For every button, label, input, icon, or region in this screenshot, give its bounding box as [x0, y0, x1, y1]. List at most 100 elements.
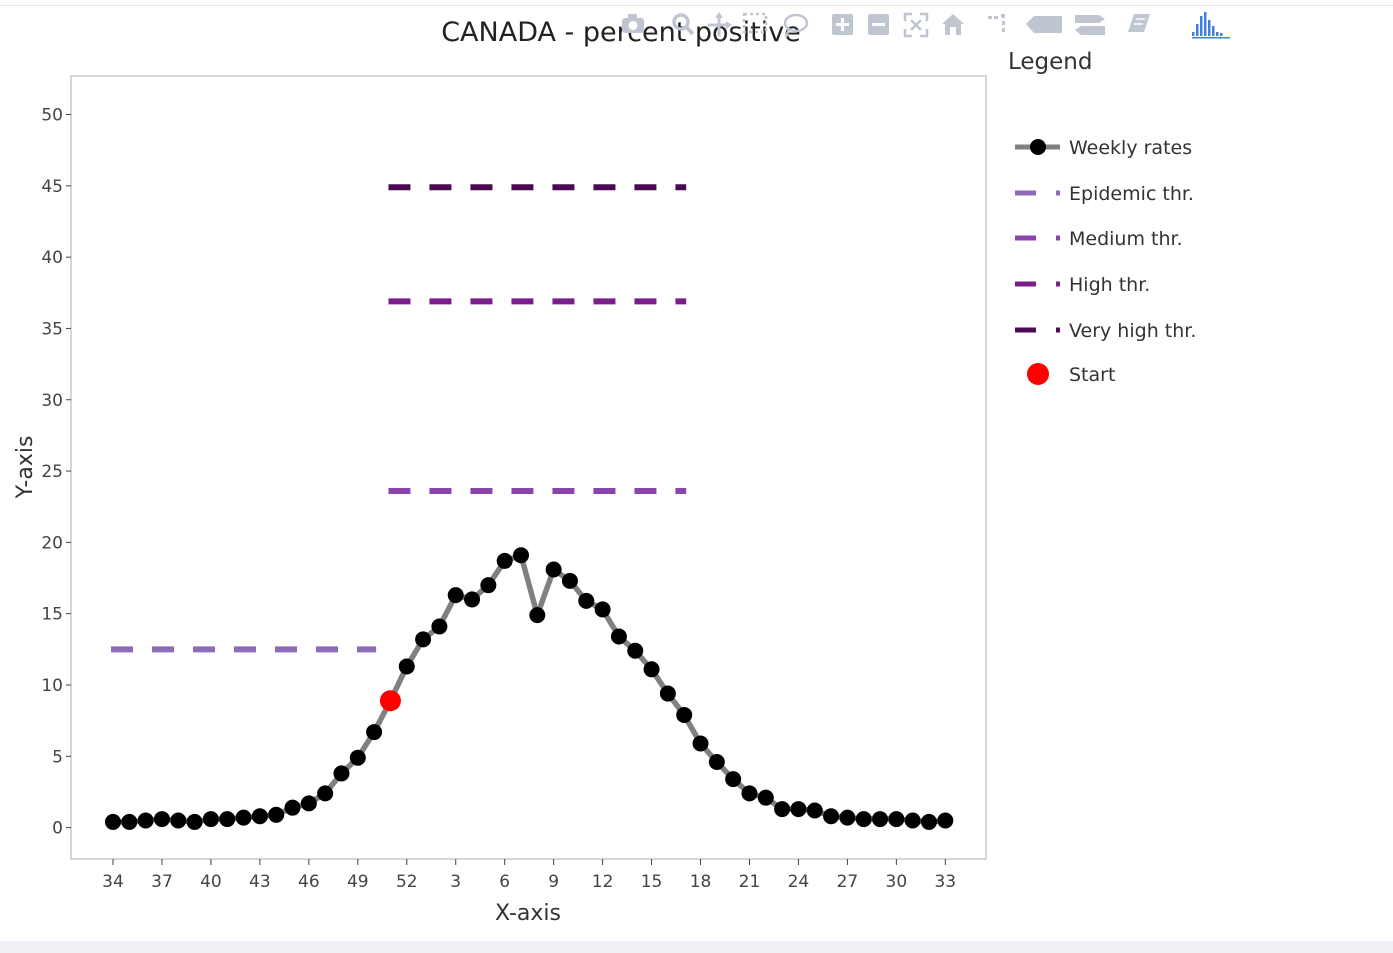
- data-point[interactable]: [464, 591, 481, 608]
- y-tick-label: 15: [41, 605, 63, 625]
- data-point[interactable]: [594, 601, 611, 618]
- data-point[interactable]: [121, 813, 138, 830]
- camera-icon[interactable]: [622, 14, 644, 33]
- top-divider: [0, 5, 1393, 6]
- legend-label: Weekly rates: [1069, 137, 1192, 159]
- data-point[interactable]: [757, 789, 774, 806]
- y-tick-label: 45: [41, 177, 63, 197]
- plotly-logo-icon[interactable]: [1192, 12, 1230, 39]
- data-point[interactable]: [529, 607, 546, 624]
- hover-compare-icon[interactable]: [1075, 15, 1105, 35]
- autoscale-icon[interactable]: [903, 12, 929, 38]
- data-point[interactable]: [643, 661, 660, 678]
- data-point[interactable]: [202, 811, 219, 828]
- data-point[interactable]: [937, 812, 954, 829]
- data-point[interactable]: [431, 618, 448, 635]
- data-point[interactable]: [513, 547, 529, 564]
- x-tick-label: 34: [102, 872, 124, 892]
- data-point[interactable]: [839, 809, 856, 826]
- data-point[interactable]: [888, 811, 905, 828]
- y-tick-label: 25: [41, 462, 63, 482]
- data-point[interactable]: [333, 765, 350, 782]
- legend-item-weekly-rates[interactable]: Weekly rates: [1015, 137, 1192, 159]
- y-axis-title: Y-axis: [13, 436, 38, 500]
- data-point[interactable]: [219, 811, 236, 828]
- legend-swatch-marker: [1027, 363, 1049, 385]
- zoom-icon[interactable]: [672, 13, 695, 36]
- edit-icon[interactable]: [1128, 14, 1150, 32]
- data-point[interactable]: [545, 561, 562, 578]
- y-tick-label: 30: [41, 391, 63, 411]
- data-point[interactable]: [692, 735, 709, 752]
- x-tick-label: 24: [788, 872, 810, 892]
- zoom-out-icon[interactable]: [868, 14, 889, 35]
- data-point[interactable]: [578, 592, 595, 609]
- data-point[interactable]: [676, 706, 693, 723]
- data-point[interactable]: [235, 809, 252, 826]
- pan-icon[interactable]: [708, 12, 732, 36]
- home-icon[interactable]: [942, 14, 964, 35]
- spike-lines-icon[interactable]: [988, 14, 1005, 32]
- legend: Weekly rates Epidemic thr. Medium thr. High…: [1015, 137, 1196, 386]
- data-point[interactable]: [349, 749, 366, 766]
- legend-label: Start: [1069, 364, 1115, 386]
- data-point[interactable]: [170, 812, 187, 829]
- threshold-lines: [111, 184, 687, 653]
- legend-label: Epidemic thr.: [1069, 183, 1194, 205]
- zoom-in-icon[interactable]: [832, 14, 853, 35]
- series-weekly-rates: [105, 547, 954, 830]
- data-point[interactable]: [708, 754, 725, 771]
- data-point[interactable]: [105, 813, 121, 830]
- series-line-weekly-rates: [113, 552, 946, 825]
- data-point[interactable]: [921, 813, 937, 830]
- data-point[interactable]: [904, 812, 921, 829]
- x-axis-title: X-axis: [495, 901, 561, 926]
- data-point[interactable]: [725, 771, 742, 788]
- data-point[interactable]: [790, 801, 807, 818]
- bottom-bar: [0, 941, 1393, 953]
- data-point[interactable]: [627, 642, 644, 659]
- plot-area[interactable]: [70, 75, 987, 860]
- x-tick-label: 12: [592, 872, 614, 892]
- data-point[interactable]: [741, 785, 758, 802]
- x-tick-label: 9: [548, 872, 559, 892]
- data-point[interactable]: [855, 811, 872, 828]
- data-point[interactable]: [823, 808, 840, 825]
- lasso-icon[interactable]: [783, 13, 809, 38]
- data-point[interactable]: [268, 806, 285, 823]
- x-tick-label: 3: [450, 872, 461, 892]
- start-marker[interactable]: [379, 690, 401, 712]
- data-point[interactable]: [366, 724, 383, 741]
- box-select-icon[interactable]: [742, 12, 768, 34]
- data-point[interactable]: [872, 811, 889, 828]
- data-point[interactable]: [447, 587, 464, 604]
- data-point[interactable]: [496, 552, 513, 569]
- data-point[interactable]: [137, 812, 154, 829]
- x-tick-label: 15: [641, 872, 663, 892]
- data-point[interactable]: [480, 577, 497, 594]
- data-point[interactable]: [774, 801, 791, 818]
- data-point[interactable]: [806, 802, 823, 819]
- data-point[interactable]: [153, 811, 170, 828]
- x-tick-label: 18: [690, 872, 712, 892]
- data-point[interactable]: [610, 628, 627, 645]
- legend-item-medium-thr[interactable]: Medium thr.: [1015, 228, 1183, 250]
- legend-item-very-high-thr[interactable]: Very high thr.: [1015, 320, 1196, 342]
- data-point[interactable]: [398, 658, 415, 675]
- data-point[interactable]: [251, 808, 268, 825]
- hover-closest-icon[interactable]: [1026, 16, 1062, 33]
- y-tick-label: 35: [41, 319, 63, 339]
- data-point[interactable]: [284, 799, 301, 816]
- data-point[interactable]: [300, 795, 317, 812]
- legend-item-high-thr[interactable]: High thr.: [1015, 274, 1150, 296]
- y-tick-label: 0: [52, 819, 63, 839]
- legend-item-start[interactable]: Start: [1027, 363, 1115, 386]
- legend-item-epidemic-thr[interactable]: Epidemic thr.: [1015, 183, 1194, 205]
- data-point[interactable]: [317, 785, 334, 802]
- data-point[interactable]: [561, 572, 578, 589]
- x-tick-label: 30: [886, 872, 908, 892]
- data-point[interactable]: [186, 813, 203, 830]
- data-point[interactable]: [659, 685, 676, 702]
- data-point[interactable]: [415, 631, 432, 648]
- x-tick-label: 27: [837, 872, 859, 892]
